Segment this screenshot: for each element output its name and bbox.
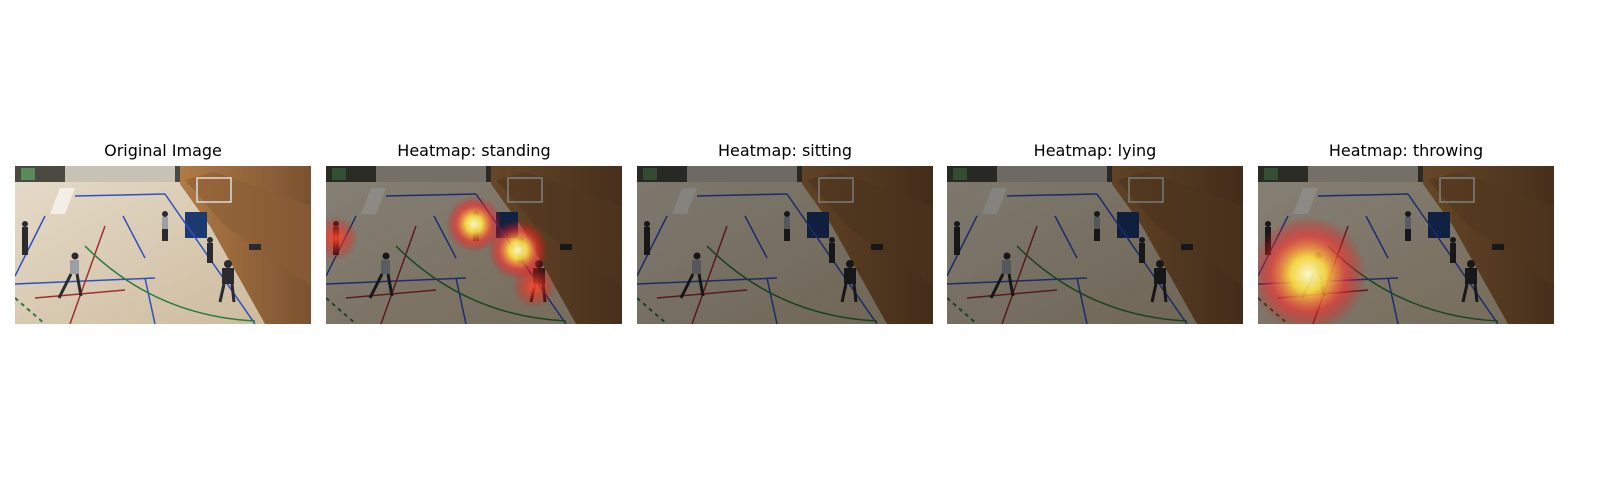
heat-blob <box>446 196 502 252</box>
heat-blob <box>512 264 556 308</box>
panel-title: Heatmap: standing <box>397 141 550 160</box>
panel <box>1250 166 1554 332</box>
dim-overlay <box>637 166 933 324</box>
panel <box>15 166 311 324</box>
photo <box>15 166 311 324</box>
panel <box>637 166 933 324</box>
dim-overlay <box>947 166 1243 324</box>
panel <box>947 166 1243 324</box>
panel-title: Original Image <box>104 141 222 160</box>
heat-blob <box>1258 216 1366 324</box>
panel-title: Heatmap: lying <box>1034 141 1157 160</box>
panel-title: Heatmap: throwing <box>1329 141 1483 160</box>
panel-title: Heatmap: sitting <box>718 141 852 160</box>
heat-blob <box>326 216 358 260</box>
panel <box>314 166 622 324</box>
